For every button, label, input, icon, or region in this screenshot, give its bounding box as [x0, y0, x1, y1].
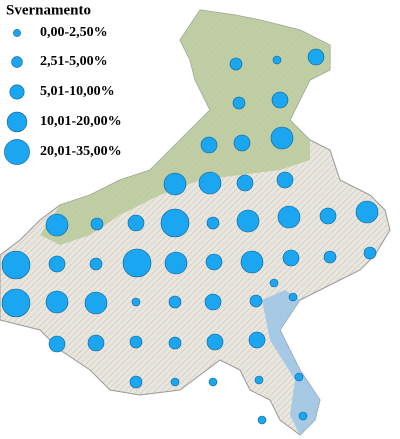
site-circle: [129, 335, 143, 349]
site-circle: [240, 250, 264, 274]
legend-title: Svernamento: [6, 2, 91, 18]
site-circle: [288, 292, 298, 302]
site-circle: [48, 335, 66, 353]
site-circle: [198, 171, 222, 195]
circles: [1, 48, 379, 425]
site-circle: [131, 297, 141, 307]
site-circle: [277, 205, 301, 229]
site-circle: [254, 375, 264, 385]
site-circle: [170, 377, 180, 387]
region: [0, 9, 391, 436]
site-circle: [298, 411, 308, 421]
site-circle: [160, 208, 190, 238]
legend-symbol: [6, 111, 28, 133]
site-circle: [236, 174, 254, 192]
site-circle: [1, 250, 31, 280]
site-circle: [307, 48, 325, 66]
site-circle: [233, 134, 251, 152]
site-circle: [164, 251, 188, 275]
legend-label: 5,01-10,00%: [40, 84, 115, 99]
site-circle: [249, 294, 263, 308]
legend-label: 20,01-35,00%: [40, 144, 122, 159]
site-circle: [271, 91, 289, 109]
legend-label: 2,51-5,00%: [40, 54, 108, 69]
legend-symbol: [11, 56, 23, 68]
site-circle: [276, 171, 294, 189]
site-circle: [90, 217, 104, 231]
site-circle: [204, 293, 222, 311]
site-circle: [89, 257, 103, 271]
site-circle: [163, 172, 187, 196]
site-circle: [272, 55, 282, 65]
site-circle: [168, 336, 182, 350]
site-circle: [319, 207, 337, 225]
site-circle: [282, 249, 300, 267]
site-circle: [208, 377, 218, 387]
site-circle: [200, 136, 218, 154]
legend-label: 10,01-20,00%: [40, 114, 122, 129]
site-circle: [206, 216, 220, 230]
site-circle: [248, 331, 266, 349]
site-circle: [257, 415, 267, 425]
legend-label: 0,00-2,50%: [40, 25, 108, 40]
site-circle: [45, 290, 69, 314]
site-circle: [269, 278, 279, 288]
site-circle: [294, 372, 304, 382]
site-circle: [129, 375, 143, 389]
site-circle: [45, 213, 69, 237]
site-circle: [206, 333, 224, 351]
legend-symbol: [9, 84, 25, 100]
site-circle: [229, 57, 243, 71]
site-circle: [236, 209, 260, 233]
site-circle: [127, 214, 145, 232]
site-circle: [363, 246, 377, 260]
site-circle: [270, 126, 294, 150]
site-circle: [48, 255, 66, 273]
site-circle: [87, 334, 105, 352]
site-circle: [122, 248, 152, 278]
site-circle: [323, 250, 337, 264]
site-circle: [84, 291, 108, 315]
legend: Svernamento 0,00-2,50% 2,51-5,00% 5,01-10,…: [4, 2, 122, 165]
site-circle: [168, 295, 182, 309]
site-circle: [232, 96, 246, 110]
site-circle: [355, 200, 379, 224]
site-circle: [205, 253, 223, 271]
legend-symbol: [4, 139, 30, 165]
site-circle: [1, 288, 31, 318]
legend-symbol: [13, 29, 21, 37]
